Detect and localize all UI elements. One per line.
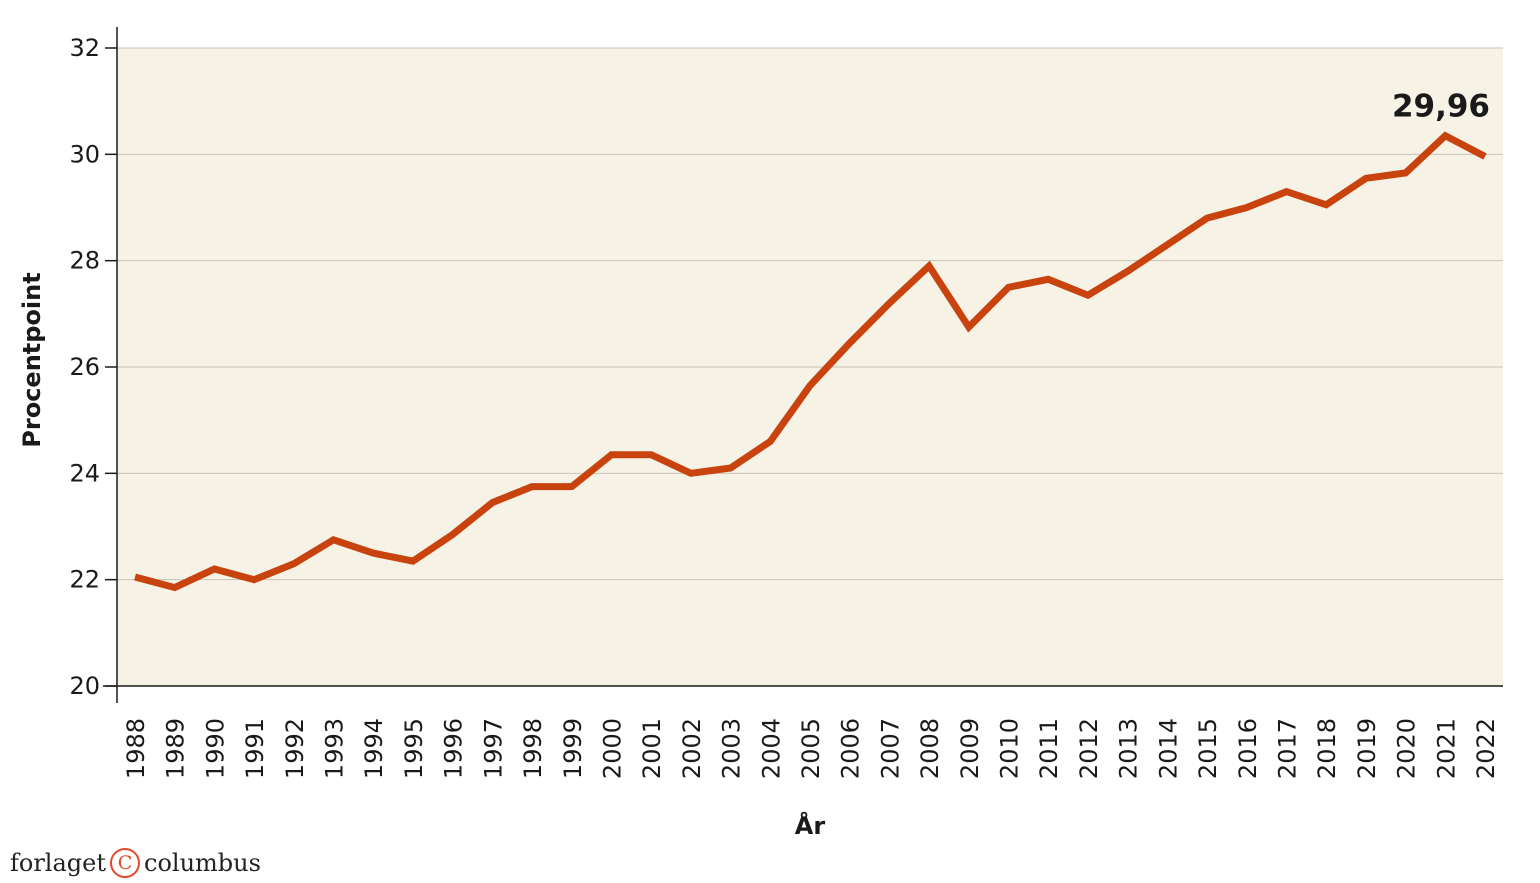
x-tick-label: 1994 bbox=[360, 718, 388, 779]
x-tick-label: 2012 bbox=[1075, 718, 1103, 779]
y-tick-label: 32 bbox=[69, 34, 100, 62]
x-tick-label: 2008 bbox=[916, 718, 944, 779]
x-tick-label: 2007 bbox=[876, 718, 904, 779]
x-tick-label: 1992 bbox=[281, 718, 309, 779]
x-tick-label: 2001 bbox=[638, 718, 666, 779]
x-tick-label: 1999 bbox=[559, 718, 587, 779]
x-tick-label: 2002 bbox=[678, 718, 706, 779]
y-tick-label: 24 bbox=[69, 459, 100, 487]
x-tick-label: 1996 bbox=[440, 718, 468, 779]
x-tick-label: 2020 bbox=[1393, 718, 1421, 779]
x-tick-label: 2004 bbox=[757, 718, 785, 779]
x-tick-label: 2005 bbox=[797, 718, 825, 779]
publisher-name-left: forlaget bbox=[10, 849, 106, 877]
x-axis-title: År bbox=[795, 811, 826, 840]
x-tick-label: 2010 bbox=[996, 718, 1024, 779]
x-tick-label: 1995 bbox=[400, 718, 428, 779]
series-group bbox=[134, 131, 1487, 592]
x-axis-ticks: 1988 1989 1990 1991 1992 1993 1994 1995 1996 1997… bbox=[122, 718, 1500, 779]
publisher-logo: forlaget C columbus bbox=[10, 848, 261, 878]
y-tick-label: 20 bbox=[69, 672, 100, 700]
copyright-c-icon: C bbox=[110, 848, 140, 878]
annotation-group: 29,96 bbox=[1392, 88, 1490, 124]
x-tick-label: 2021 bbox=[1432, 718, 1460, 779]
x-tick-label: 2015 bbox=[1194, 718, 1222, 779]
x-tick-label: 2006 bbox=[837, 718, 865, 779]
x-tick-label: 2003 bbox=[718, 718, 746, 779]
grid-lines bbox=[117, 47, 1503, 581]
x-tick-label: 2011 bbox=[1035, 718, 1063, 779]
x-tick-label: 1988 bbox=[122, 718, 150, 779]
x-tick-label: 2022 bbox=[1472, 718, 1500, 779]
x-tick-label: 1997 bbox=[479, 718, 507, 779]
x-tick-label: 2000 bbox=[598, 718, 626, 779]
x-tick-label: 1990 bbox=[201, 718, 229, 779]
end-value-label: 29,96 bbox=[1392, 88, 1490, 124]
x-tick-label: 2014 bbox=[1154, 718, 1182, 779]
y-tick-label: 22 bbox=[69, 566, 100, 594]
series-line bbox=[134, 131, 1487, 592]
y-tick-label: 30 bbox=[69, 140, 100, 168]
x-tick-label: 1998 bbox=[519, 718, 547, 779]
publisher-name-right: columbus bbox=[144, 849, 261, 877]
x-tick-label: 2013 bbox=[1115, 718, 1143, 779]
x-tick-label: 1993 bbox=[321, 718, 349, 779]
y-axis-title: Procentpoint bbox=[18, 272, 46, 447]
x-tick-label: 2017 bbox=[1273, 718, 1301, 779]
x-tick-label: 2018 bbox=[1313, 718, 1341, 779]
x-tick-label: 2019 bbox=[1353, 718, 1381, 779]
x-tick-label: 1989 bbox=[162, 718, 190, 779]
x-tick-label: 1991 bbox=[241, 718, 269, 779]
y-axis-ticks: 20 22 24 26 28 30 32 bbox=[69, 34, 117, 700]
x-tick-label: 2009 bbox=[956, 718, 984, 779]
y-tick-label: 26 bbox=[69, 353, 100, 381]
x-tick-label: 2016 bbox=[1234, 718, 1262, 779]
y-tick-label: 28 bbox=[69, 247, 100, 275]
